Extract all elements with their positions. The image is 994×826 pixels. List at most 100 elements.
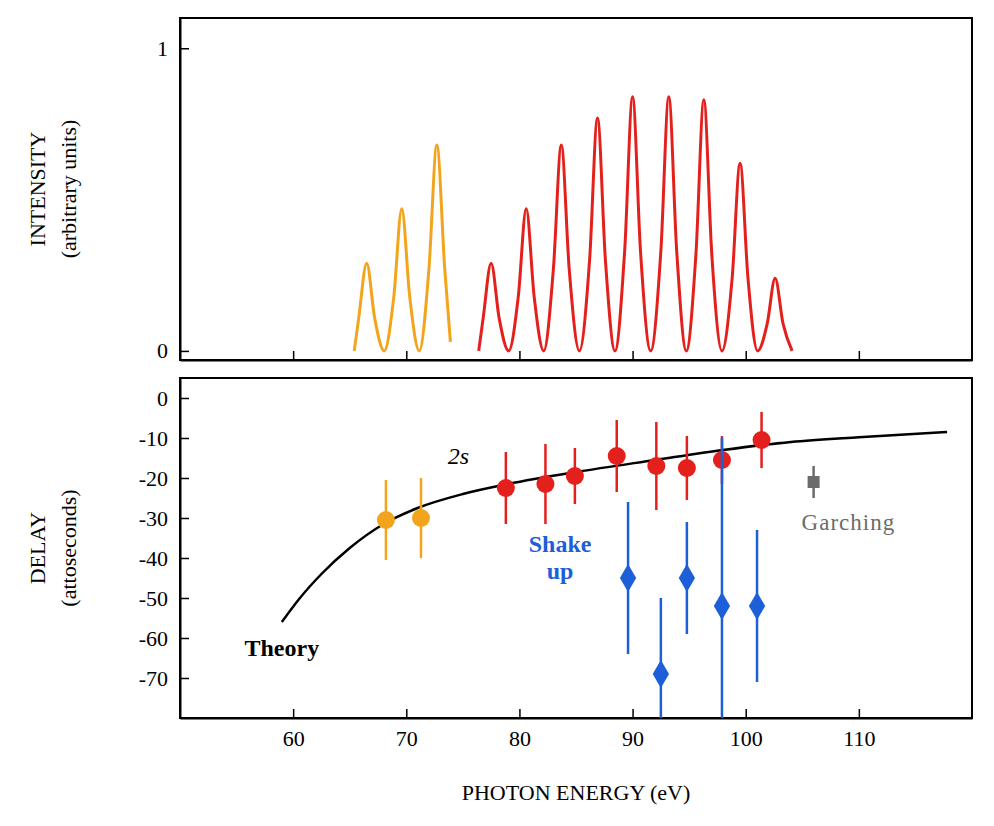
y-tick-label: -20 — [139, 466, 168, 491]
point — [679, 564, 695, 592]
x-tick — [746, 351, 747, 360]
y-axis: 01 — [157, 19, 189, 364]
point — [620, 564, 636, 592]
y-tick-mark — [180, 351, 189, 353]
y-tick-label: 1 — [157, 36, 168, 61]
y-tick-mark — [180, 638, 189, 640]
x-tick-mark — [519, 351, 521, 360]
error-bar — [660, 598, 663, 718]
x-tick-mark — [519, 709, 521, 718]
y-tick-mark — [180, 478, 189, 480]
x-tick-label: 100 — [730, 726, 763, 751]
point — [497, 479, 515, 497]
x-tick — [293, 351, 294, 360]
y-axis: 0 -10 -20 -30 -40 -50 -60 -70 — [139, 379, 189, 719]
y-axis-title: (attoseconds) — [56, 489, 81, 606]
x-tick-label: 80 — [509, 726, 531, 751]
y-tick: -60 — [139, 626, 189, 651]
x-tick — [633, 351, 634, 360]
y-tick-label: -70 — [139, 666, 168, 691]
y-tick-label: -40 — [139, 546, 168, 571]
x-tick-mark — [293, 351, 295, 360]
y-tick-mark — [180, 398, 189, 400]
y-axis-line — [180, 19, 182, 361]
point — [749, 592, 765, 620]
series-points — [377, 478, 430, 560]
x-tick: 60 — [283, 709, 305, 751]
x-tick-mark — [406, 351, 408, 360]
series-line — [354, 145, 450, 351]
y-tick-mark — [180, 598, 189, 600]
y-tick-mark — [180, 438, 189, 440]
y-tick-label: -10 — [139, 426, 168, 451]
y-tick: -70 — [139, 666, 189, 691]
point — [714, 592, 730, 620]
point — [608, 447, 626, 465]
point — [412, 509, 430, 527]
series-label: Theory — [244, 635, 319, 661]
y-tick: -50 — [139, 586, 189, 611]
x-axis — [181, 351, 973, 361]
y-tick: -10 — [139, 426, 189, 451]
series-label: Shakeup — [529, 531, 592, 584]
y-tick-mark — [180, 518, 189, 520]
series-label-line: up — [547, 558, 574, 584]
y-axis-title: (arbitrary units) — [56, 120, 81, 259]
panel: 607080901001100-10-20-30-40-50-60-70DELA… — [25, 378, 973, 805]
point — [808, 476, 820, 488]
y-tick-label: 0 — [157, 338, 168, 363]
x-tick: 90 — [622, 709, 644, 751]
chart: 01INTENSITY(arbitrary units)607080901001… — [0, 0, 994, 826]
series-points — [808, 466, 820, 498]
point — [753, 431, 771, 449]
x-tick — [519, 351, 520, 360]
x-tick-mark — [406, 709, 408, 718]
y-tick-mark — [180, 558, 189, 560]
error-bar — [721, 438, 724, 718]
plot-area — [282, 412, 947, 718]
x-tick-mark — [293, 709, 295, 718]
x-tick-mark — [632, 709, 634, 718]
y-tick-label: -30 — [139, 506, 168, 531]
x-tick-label: 110 — [843, 726, 875, 751]
panel: 01INTENSITY(arbitrary units) — [25, 18, 973, 363]
x-tick: 70 — [396, 709, 418, 751]
y-tick: 0 — [157, 338, 189, 363]
x-tick: 110 — [843, 709, 875, 751]
x-tick-mark — [632, 351, 634, 360]
plot-area — [354, 97, 792, 351]
x-tick-mark — [745, 709, 747, 718]
x-axis-title: PHOTON ENERGY (eV) — [462, 780, 691, 805]
y-tick: -40 — [139, 546, 189, 571]
y-tick-label: 0 — [157, 386, 168, 411]
x-tick — [859, 351, 860, 360]
y-tick-label: -50 — [139, 586, 168, 611]
annotation: 2s — [448, 443, 469, 469]
point — [678, 459, 696, 477]
x-tick — [406, 351, 407, 360]
y-axis-title: INTENSITY — [25, 131, 50, 246]
series-points — [497, 412, 771, 524]
series-points — [620, 438, 765, 718]
y-tick-label: -60 — [139, 626, 168, 651]
series-label-line: Shake — [529, 531, 592, 557]
series-line — [479, 97, 792, 351]
point — [647, 457, 665, 475]
x-tick-mark — [859, 351, 861, 360]
plot-frame — [180, 378, 972, 718]
x-axis-line — [181, 360, 973, 362]
x-tick-label: 60 — [283, 726, 305, 751]
series-labels: Theory Shakeup Garching 2s — [244, 443, 895, 661]
y-tick: 1 — [157, 36, 189, 61]
x-tick-label: 70 — [396, 726, 418, 751]
y-tick-mark — [180, 678, 189, 680]
x-axis: 60 70 80 90 100 110 — [181, 709, 973, 751]
point — [377, 511, 395, 529]
y-tick: -30 — [139, 506, 189, 531]
y-axis-line — [180, 379, 182, 719]
plot-frame — [180, 18, 972, 360]
point — [536, 475, 554, 493]
series-label: Garching — [802, 510, 896, 535]
x-tick: 100 — [730, 709, 763, 751]
x-tick-mark — [745, 351, 747, 360]
